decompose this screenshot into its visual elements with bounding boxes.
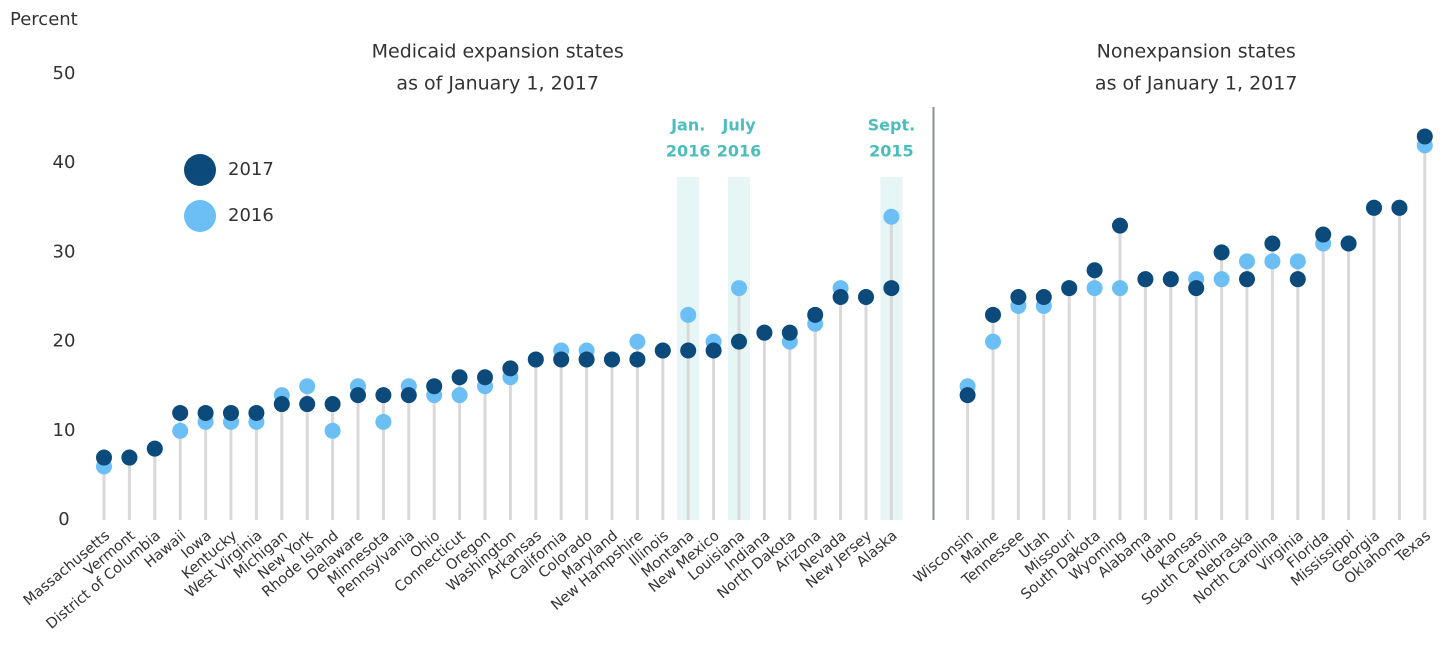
dot — [1188, 280, 1205, 297]
panel-title: as of January 1, 2017 — [396, 73, 599, 95]
dot — [858, 289, 874, 305]
dot — [477, 369, 493, 386]
dot — [1137, 271, 1154, 288]
dot — [1391, 199, 1408, 216]
dot — [375, 413, 392, 430]
dot — [248, 404, 265, 421]
y-tick-label: 50 — [53, 63, 76, 84]
dot — [527, 351, 544, 368]
panel-title: as of January 1, 2017 — [1095, 73, 1298, 95]
dot — [1086, 262, 1103, 279]
dot — [1239, 253, 1255, 270]
dot — [324, 396, 341, 413]
dot — [807, 306, 824, 323]
highlight-label: 2016 — [717, 142, 762, 161]
panel-title: Nonexpansion states — [1097, 41, 1296, 63]
dot — [578, 351, 595, 368]
dot — [1213, 244, 1230, 261]
dot — [1315, 226, 1332, 243]
dot — [299, 378, 316, 395]
legend-label: 2017 — [228, 159, 274, 180]
dot — [451, 387, 468, 404]
dot — [1035, 289, 1052, 305]
dot — [172, 422, 189, 439]
dot — [451, 369, 468, 386]
dot — [985, 333, 1001, 350]
legend-label: 2016 — [228, 205, 274, 226]
legend-swatch — [184, 200, 216, 232]
dot — [121, 449, 138, 466]
y-tick-label: 10 — [53, 420, 76, 441]
dot — [96, 449, 112, 466]
dot — [731, 280, 747, 297]
y-tick-label: 0 — [58, 509, 69, 530]
dot — [705, 342, 722, 359]
dot — [604, 351, 620, 368]
dot — [832, 289, 849, 305]
dot — [273, 396, 290, 413]
dot — [299, 396, 316, 413]
y-tick-label: 30 — [53, 241, 76, 262]
dot — [959, 387, 976, 404]
dot — [223, 404, 239, 421]
dot — [1340, 235, 1357, 252]
dot — [1239, 271, 1255, 288]
dot — [1086, 280, 1103, 297]
dot — [1162, 271, 1179, 288]
dot — [172, 404, 189, 421]
y-axis-label: Percent — [10, 9, 78, 30]
dot — [883, 280, 900, 297]
y-tick-label: 20 — [53, 331, 76, 352]
dot — [1112, 280, 1128, 297]
dot — [350, 387, 366, 404]
dot — [146, 440, 163, 457]
dot — [731, 333, 747, 350]
dot — [1366, 199, 1382, 216]
dot — [1010, 289, 1027, 305]
legend-swatch — [184, 154, 216, 186]
dot — [883, 208, 900, 225]
dot — [680, 306, 697, 323]
highlight-label: 2016 — [666, 142, 711, 161]
dot — [654, 342, 671, 359]
dot — [985, 306, 1001, 323]
dot — [324, 422, 341, 439]
dot — [1264, 235, 1281, 252]
dot — [1264, 253, 1281, 270]
dot — [629, 351, 646, 368]
dot — [1289, 253, 1306, 270]
dot — [1213, 271, 1230, 288]
dot — [1289, 271, 1306, 288]
y-tick-label: 40 — [53, 152, 76, 173]
dot — [1061, 280, 1078, 297]
highlight-label: Sept. — [868, 116, 916, 135]
dot — [1416, 128, 1433, 145]
panel-title: Medicaid expansion states — [372, 41, 624, 63]
dot — [197, 404, 214, 421]
dot — [756, 324, 773, 341]
dot — [426, 378, 443, 395]
dot — [1112, 217, 1128, 234]
dot — [502, 360, 519, 377]
dot — [629, 333, 646, 350]
dot — [375, 387, 392, 404]
dot — [553, 351, 570, 368]
highlight-label: 2015 — [869, 142, 914, 161]
dot — [400, 387, 417, 404]
highlight-label: Jan. — [670, 116, 705, 135]
highlight-label: July — [721, 116, 756, 135]
dot — [781, 324, 798, 341]
dot — [680, 342, 697, 359]
